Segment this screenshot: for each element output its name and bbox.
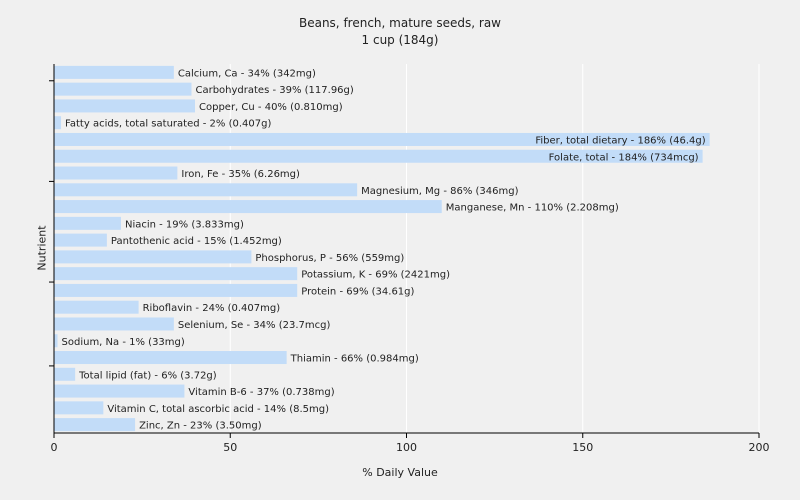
bar-label: Total lipid (fat) - 6% (3.72g): [78, 370, 217, 381]
bar: [54, 267, 298, 281]
bar-label: Thiamin - 66% (0.984mg): [290, 354, 419, 365]
bar: [54, 65, 174, 79]
bar-label: Calcium, Ca - 34% (342mg): [178, 68, 316, 79]
bar: [54, 132, 710, 146]
bar-label: Phosphorus, P - 56% (559mg): [255, 253, 404, 264]
chart-title: Beans, french, mature seeds, raw: [298, 16, 501, 30]
bar: [54, 200, 442, 214]
bar-label: Vitamin C, total ascorbic acid - 14% (8.…: [107, 404, 329, 415]
bar: [54, 418, 136, 432]
bar-label: Fiber, total dietary - 186% (46.4g): [535, 135, 705, 146]
x-tick-label: 0: [51, 441, 58, 454]
bar-label: Vitamin B-6 - 37% (0.738mg): [188, 387, 334, 398]
bar-label: Niacin - 19% (3.833mg): [125, 219, 244, 230]
chart-subtitle: 1 cup (184g): [361, 33, 439, 47]
x-tick-label: 50: [223, 441, 237, 454]
bar-label: Zinc, Zn - 23% (3.50mg): [139, 421, 262, 432]
x-tick-label: 100: [396, 441, 417, 454]
bar-label: Potassium, K - 69% (2421mg): [301, 270, 450, 281]
x-axis-label: % Daily Value: [362, 466, 438, 479]
bar-label: Copper, Cu - 40% (0.810mg): [199, 102, 343, 113]
bar-label: Magnesium, Mg - 86% (346mg): [361, 186, 518, 197]
bar-label: Riboflavin - 24% (0.407mg): [143, 303, 281, 314]
bar: [54, 384, 185, 398]
x-tick-label: 150: [572, 441, 593, 454]
bar: [54, 250, 252, 264]
bar: [54, 99, 195, 113]
bar: [54, 367, 76, 381]
bar-label: Carbohydrates - 39% (117.96g): [195, 85, 353, 96]
bar: [54, 149, 703, 163]
y-axis-label: Nutrient: [35, 225, 49, 271]
bar: [54, 334, 58, 348]
bar: [54, 300, 139, 314]
x-tick-label: 200: [749, 441, 770, 454]
bar: [54, 116, 62, 130]
bar: [54, 283, 298, 297]
bar-label: Protein - 69% (34.61g): [301, 286, 414, 297]
bar: [54, 233, 107, 247]
bar: [54, 216, 121, 230]
bar-label: Manganese, Mn - 110% (2.208mg): [446, 203, 619, 214]
bar-label: Sodium, Na - 1% (33mg): [62, 337, 185, 348]
bar-label: Selenium, Se - 34% (23.7mcg): [178, 320, 331, 331]
bar-label: Iron, Fe - 35% (6.26mg): [181, 169, 300, 180]
bar: [54, 351, 287, 365]
bar: [54, 183, 358, 197]
bar-label: Fatty acids, total saturated - 2% (0.407…: [65, 119, 271, 130]
bar: [54, 82, 192, 96]
bar-label: Folate, total - 184% (734mcg): [549, 152, 699, 163]
bar-label: Pantothenic acid - 15% (1.452mg): [111, 236, 282, 247]
bar: [54, 317, 174, 331]
bar: [54, 166, 178, 180]
bar: [54, 401, 104, 415]
